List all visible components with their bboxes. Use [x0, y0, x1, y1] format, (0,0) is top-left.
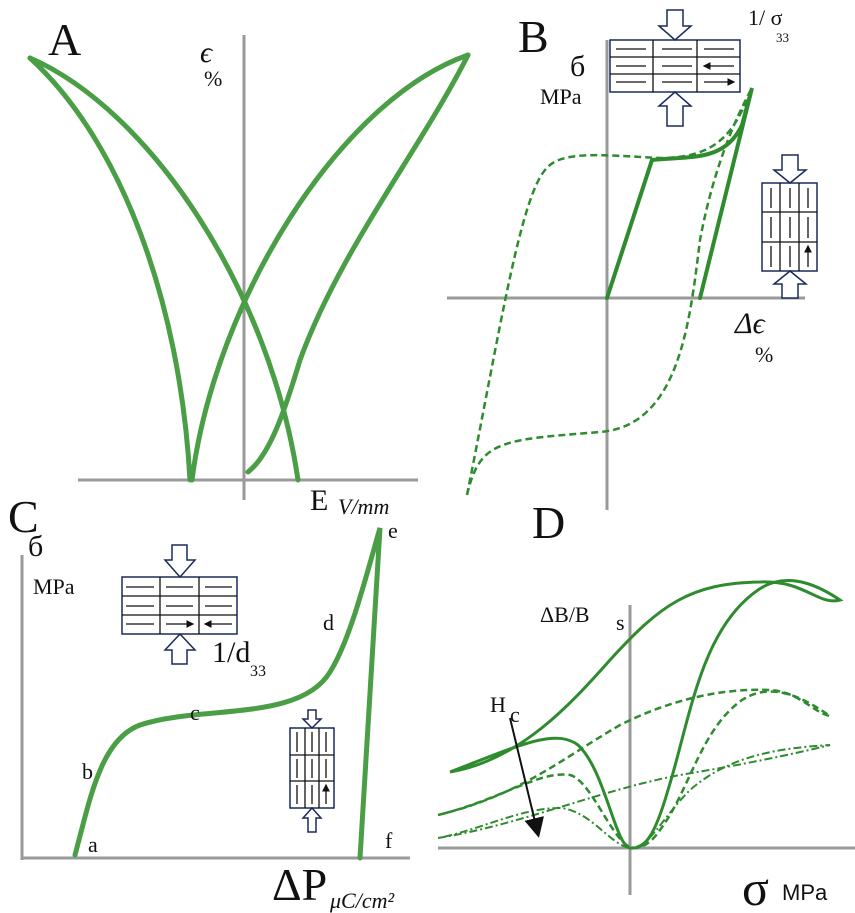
inset-label-sub: 33: [776, 30, 789, 45]
point-label: e: [388, 518, 398, 543]
curve: [192, 55, 468, 480]
figure: A ϵ % E V/mm B 1/ σ 33 б MPa Δϵ %: [0, 0, 855, 913]
axis-label: σ: [742, 860, 769, 913]
point-label: f: [385, 828, 393, 853]
axis-label: ϵ: [200, 36, 214, 69]
axis-label: ΔP: [272, 859, 327, 910]
panel-a: A ϵ % E V/mm: [30, 14, 468, 519]
press-arrow: [774, 271, 806, 298]
inset-label-sub: 33: [250, 663, 266, 680]
press-arrow: [303, 808, 321, 832]
axis-unit: MPa: [782, 880, 828, 905]
axis-unit: μC/cm²: [329, 888, 394, 913]
press-arrow: [659, 10, 691, 40]
panel-d: D ΔB/B s H c σ MPa: [438, 497, 855, 913]
axis-label: б: [28, 530, 43, 563]
curve: [30, 58, 190, 480]
panel-label: D: [532, 497, 565, 548]
panel-b: B 1/ σ 33 б MPa Δϵ %: [447, 5, 817, 510]
inset-label: 1/d: [212, 636, 250, 669]
press-arrow: [165, 545, 195, 577]
axis-label-sub: s: [616, 610, 625, 635]
axis-label: ΔB/B: [540, 602, 590, 627]
axis-unit: MPa: [33, 574, 75, 599]
domain-grid: [762, 155, 817, 298]
press-arrow: [659, 92, 691, 126]
press-arrow: [165, 634, 195, 664]
arrow-label-sub: c: [510, 702, 520, 727]
axis-label: E: [310, 484, 328, 517]
axis-label: Δϵ: [734, 307, 767, 340]
point-label: c: [190, 700, 200, 725]
point-label: a: [88, 832, 98, 857]
axis-unit: %: [204, 66, 222, 91]
domain-grid: [610, 10, 740, 126]
point-label: d: [323, 610, 334, 635]
axis-label: б: [570, 50, 585, 83]
panel-label: B: [518, 11, 549, 62]
press-arrow: [774, 155, 806, 183]
axis-unit: V/mm: [338, 494, 389, 519]
panel-label: A: [48, 14, 81, 65]
press-arrow: [303, 710, 321, 728]
axis-unit: MPa: [540, 84, 582, 109]
axis-unit: %: [755, 342, 773, 367]
domain-grid: [290, 710, 334, 832]
arrow-label: H: [490, 692, 506, 717]
point-label: b: [82, 759, 93, 784]
panel-c: C б MPa 1/d 33 a b c d e f ΔP μC/cm²: [8, 491, 410, 913]
inset-label: 1/ σ: [748, 5, 783, 30]
